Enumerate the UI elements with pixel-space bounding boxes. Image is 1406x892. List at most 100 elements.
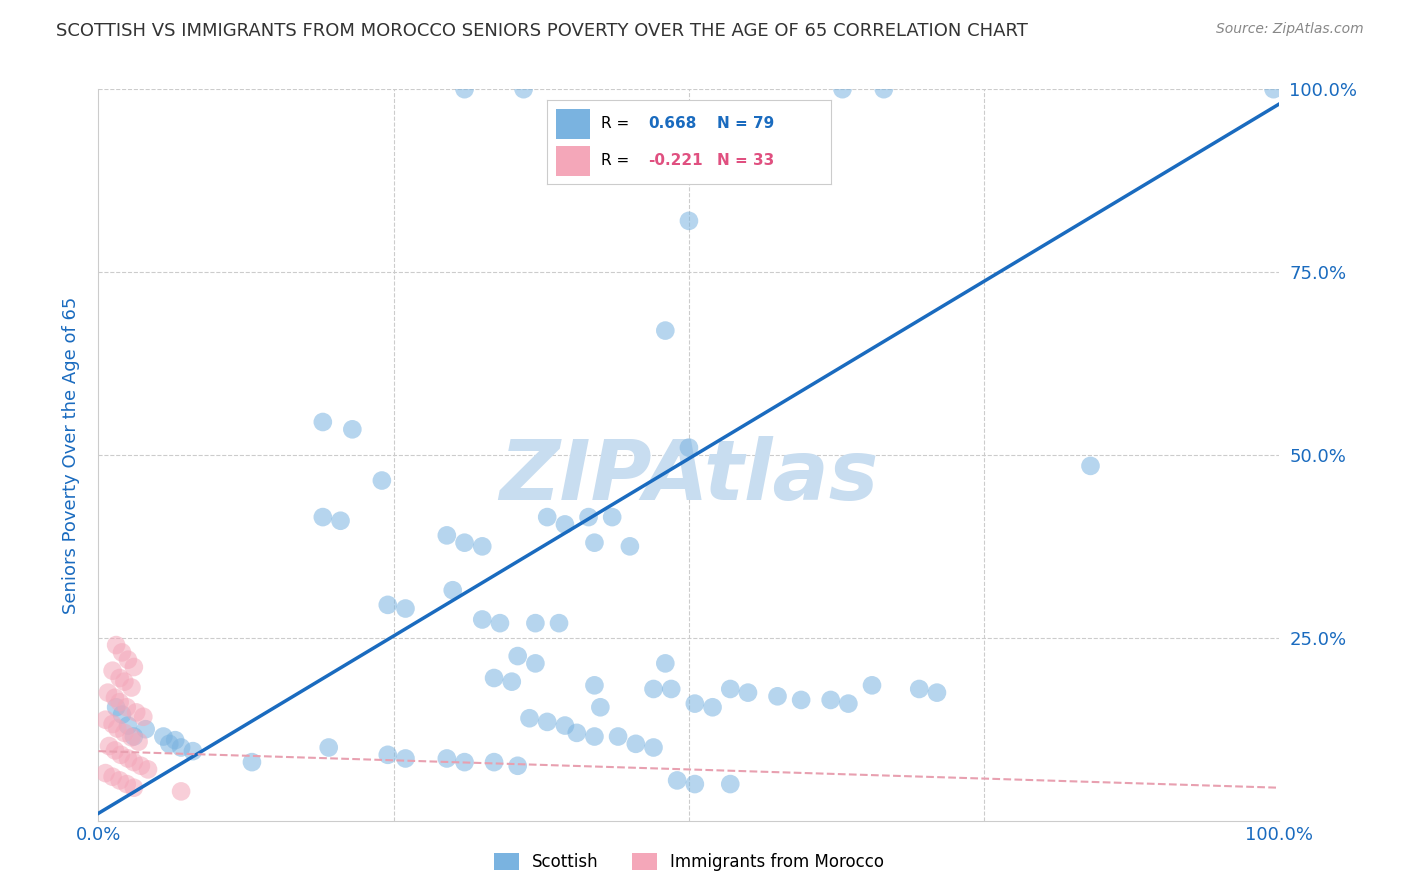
- Point: [489, 616, 512, 631]
- Point: [578, 510, 600, 524]
- Point: [624, 737, 647, 751]
- Point: [117, 653, 139, 667]
- Point: [121, 731, 143, 745]
- Point: [105, 638, 128, 652]
- Point: [108, 695, 131, 709]
- Point: [643, 740, 665, 755]
- Point: [718, 681, 741, 696]
- Point: [157, 737, 180, 751]
- Point: [117, 718, 139, 732]
- Point: [790, 693, 813, 707]
- Point: [1263, 82, 1285, 96]
- Point: [436, 528, 458, 542]
- Point: [873, 82, 896, 96]
- Point: [666, 773, 689, 788]
- Point: [583, 678, 606, 692]
- Point: [377, 598, 399, 612]
- Point: [607, 730, 630, 744]
- Point: [112, 674, 135, 689]
- Point: [506, 649, 529, 664]
- Point: [94, 766, 117, 780]
- Point: [129, 758, 152, 772]
- Point: [97, 686, 120, 700]
- Point: [619, 539, 641, 553]
- Point: [115, 700, 138, 714]
- Point: [643, 681, 665, 696]
- Point: [482, 671, 505, 685]
- Point: [181, 744, 204, 758]
- Point: [94, 713, 117, 727]
- Point: [132, 710, 155, 724]
- Point: [394, 601, 416, 615]
- Point: [548, 616, 571, 631]
- Point: [524, 657, 547, 671]
- Point: [377, 747, 399, 762]
- Point: [342, 422, 364, 436]
- Point: [104, 743, 127, 757]
- Point: [101, 664, 124, 678]
- Point: [583, 730, 606, 744]
- Point: [111, 645, 134, 659]
- Point: [101, 770, 124, 784]
- Point: [860, 678, 883, 692]
- Point: [718, 777, 741, 791]
- Point: [583, 535, 606, 549]
- Point: [436, 751, 458, 765]
- Point: [837, 697, 859, 711]
- Point: [589, 700, 612, 714]
- Point: [536, 714, 558, 729]
- Point: [122, 780, 145, 795]
- Point: [908, 681, 931, 696]
- Point: [152, 730, 174, 744]
- Point: [318, 740, 340, 755]
- Point: [659, 681, 682, 696]
- Point: [925, 686, 948, 700]
- Point: [165, 733, 187, 747]
- Point: [111, 707, 134, 722]
- Point: [441, 583, 464, 598]
- Point: [654, 324, 676, 338]
- Point: [122, 660, 145, 674]
- Point: [128, 734, 150, 748]
- Point: [112, 726, 135, 740]
- Point: [501, 674, 523, 689]
- Point: [1080, 458, 1102, 473]
- Point: [108, 671, 131, 685]
- Point: [482, 755, 505, 769]
- Point: [600, 510, 623, 524]
- Y-axis label: Seniors Poverty Over the Age of 65: Seniors Poverty Over the Age of 65: [62, 296, 80, 614]
- Point: [170, 740, 193, 755]
- Point: [122, 730, 145, 744]
- Point: [240, 755, 263, 769]
- Point: [312, 510, 335, 524]
- Point: [831, 82, 853, 96]
- Point: [766, 690, 789, 704]
- Point: [121, 681, 143, 695]
- Point: [820, 693, 842, 707]
- Point: [519, 711, 541, 725]
- Point: [101, 717, 124, 731]
- Point: [136, 763, 159, 777]
- Text: ZIPAtlas: ZIPAtlas: [499, 436, 879, 517]
- Point: [110, 747, 132, 762]
- Point: [135, 723, 157, 737]
- Point: [98, 739, 121, 753]
- Point: [371, 474, 394, 488]
- Point: [108, 773, 131, 788]
- Point: [453, 82, 475, 96]
- Point: [554, 718, 576, 732]
- Point: [702, 700, 724, 714]
- Text: Source: ZipAtlas.com: Source: ZipAtlas.com: [1216, 22, 1364, 37]
- Point: [678, 441, 700, 455]
- Point: [683, 777, 706, 791]
- Point: [122, 755, 145, 769]
- Point: [737, 686, 759, 700]
- Point: [105, 700, 128, 714]
- Point: [524, 616, 547, 631]
- Point: [683, 697, 706, 711]
- Point: [394, 751, 416, 765]
- Point: [115, 777, 138, 791]
- Point: [471, 539, 494, 553]
- Point: [105, 722, 128, 736]
- Legend: Scottish, Immigrants from Morocco: Scottish, Immigrants from Morocco: [486, 847, 891, 878]
